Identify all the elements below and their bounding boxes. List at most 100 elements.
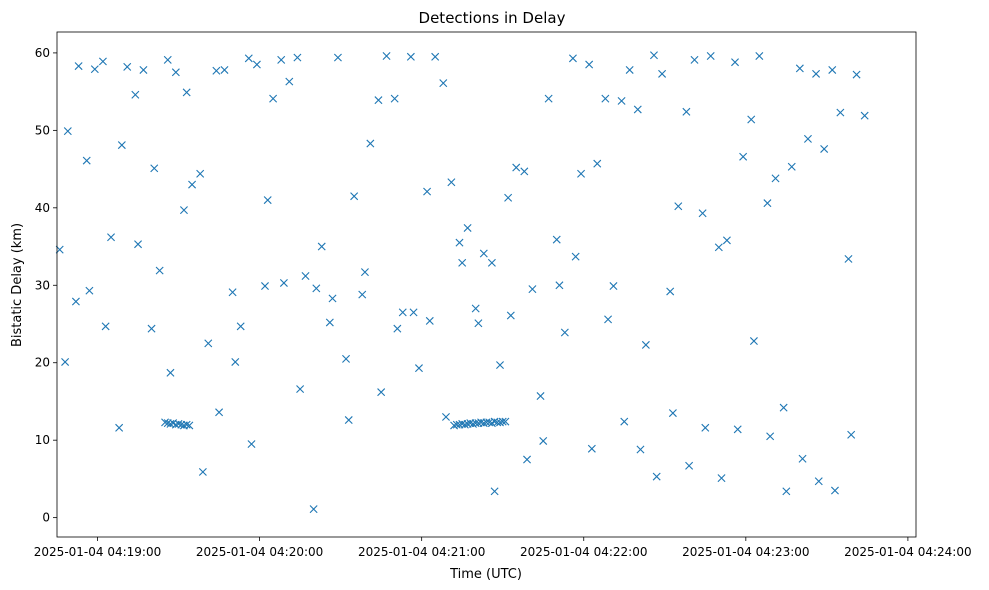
data-point [658, 69, 667, 78]
data-point [571, 252, 580, 261]
data-point [501, 417, 510, 426]
data-point [204, 339, 213, 348]
data-point [263, 196, 272, 205]
data-point [782, 487, 791, 496]
data-point [722, 236, 731, 245]
data-point [649, 51, 658, 60]
data-point [779, 403, 788, 412]
data-point [269, 94, 278, 103]
data-point [504, 193, 513, 202]
data-point [71, 297, 80, 306]
data-point [733, 425, 742, 434]
data-point [487, 258, 496, 267]
y-tick-label: 30 [35, 278, 50, 292]
data-point [90, 65, 99, 74]
data-point [463, 223, 472, 232]
data-point [717, 474, 726, 483]
data-point [406, 52, 415, 61]
data-point [641, 340, 650, 349]
data-point [714, 243, 723, 252]
data-point [766, 432, 775, 441]
data-point [523, 455, 532, 464]
data-point [568, 54, 577, 63]
data-point [325, 318, 334, 327]
data-point [666, 287, 675, 296]
data-point [236, 322, 245, 331]
data-point [123, 62, 132, 71]
data-point [749, 337, 758, 346]
data-point [652, 472, 661, 481]
data-point [490, 487, 499, 496]
plot-frame [56, 31, 917, 538]
data-point [682, 107, 691, 116]
data-point [244, 54, 253, 63]
data-point [731, 58, 740, 67]
data-point [763, 199, 772, 208]
data-point [161, 418, 170, 427]
data-point [690, 55, 699, 64]
data-point [701, 423, 710, 432]
data-point [803, 134, 812, 143]
data-point [555, 281, 564, 290]
x-axis-title: Time (UTC) [449, 567, 522, 582]
data-point [636, 445, 645, 454]
data-point [63, 127, 72, 136]
data-point [847, 430, 856, 439]
data-point [163, 55, 172, 64]
data-point [536, 392, 545, 401]
data-point [61, 357, 70, 366]
data-point [544, 94, 553, 103]
y-axis-ticks: 0 10 20 30 40 50 60 [35, 46, 57, 525]
data-point [814, 477, 823, 486]
data-point [812, 69, 821, 78]
x-tick-label: 2025-01-04 04:20:00 [196, 545, 323, 559]
data-point [196, 169, 205, 178]
data-point [147, 324, 156, 333]
data-point [787, 162, 796, 171]
data-point [252, 60, 261, 69]
data-point [460, 420, 469, 429]
data-point [131, 90, 140, 99]
data-point [604, 315, 613, 324]
data-point [155, 266, 164, 275]
data-point [117, 141, 126, 150]
data-point [439, 79, 448, 88]
data-point [771, 174, 780, 183]
data-point [409, 308, 418, 317]
y-tick-label: 50 [35, 123, 50, 137]
data-point [836, 108, 845, 117]
x-tick-label: 2025-01-04 04:23:00 [682, 545, 809, 559]
x-tick-label: 2025-01-04 04:21:00 [358, 545, 485, 559]
data-point [261, 282, 269, 291]
data-point [312, 284, 321, 293]
data-point [390, 94, 399, 103]
data-point [698, 209, 707, 218]
data-point [85, 286, 94, 295]
y-tick-label: 60 [35, 46, 50, 60]
data-point [377, 388, 386, 397]
data-point [107, 233, 116, 242]
data-point [333, 53, 342, 62]
x-axis-ticks: 2025-01-04 04:19:00 2025-01-04 04:20:00 20… [34, 537, 972, 559]
data-point [585, 60, 594, 69]
data-point [296, 385, 305, 394]
data-point [414, 364, 423, 373]
data-point [279, 278, 288, 287]
data-point [150, 164, 159, 173]
data-point [747, 115, 756, 124]
data-point [609, 282, 618, 291]
data-point [425, 316, 434, 325]
data-point [182, 88, 191, 97]
data-point [139, 65, 148, 74]
data-point [328, 294, 337, 303]
data-point [317, 242, 326, 251]
plot-area [55, 51, 869, 514]
data-point [134, 240, 143, 249]
data-point [360, 268, 369, 277]
data-point [685, 461, 694, 470]
data-point [633, 105, 642, 114]
data-point [506, 311, 515, 320]
data-point [528, 285, 537, 294]
data-point [174, 419, 183, 428]
data-point [852, 70, 861, 79]
